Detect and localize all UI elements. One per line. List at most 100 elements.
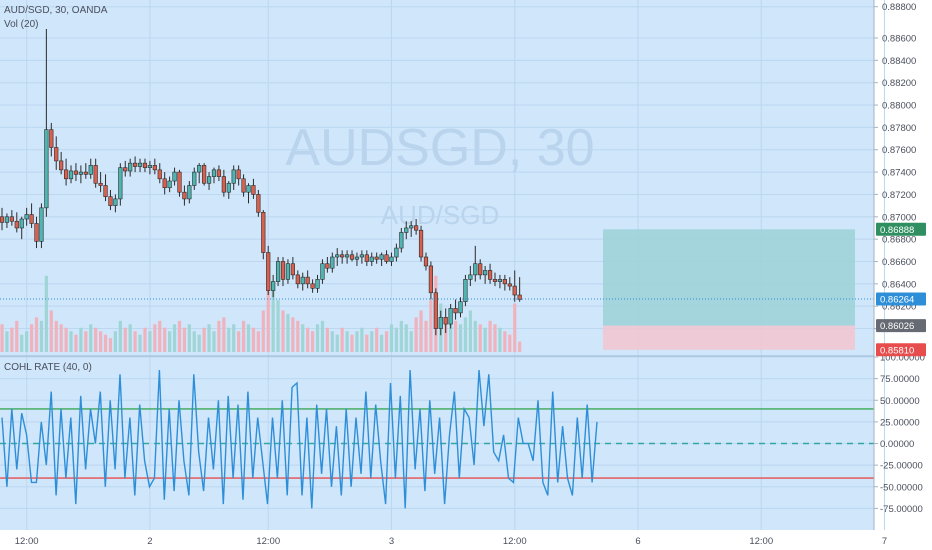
price-axis[interactable]: 0.88800 0.88600 0.88400 0.88200 0.88000 0.878…	[874, 2, 916, 335]
volume-bar	[192, 331, 196, 352]
candle-body	[4, 216, 10, 223]
indicator-axis-label: 50.00000	[880, 396, 920, 407]
candle-body	[478, 263, 483, 276]
price-badges: 0.86888 0.86264 0.86026 0.85810	[876, 222, 926, 357]
indicator-pane	[0, 369, 874, 509]
volume-bar	[389, 324, 394, 352]
candle-body	[487, 270, 493, 280]
price-axis-label: 0.88200	[882, 78, 916, 89]
volume-bar	[108, 338, 113, 352]
candle-body	[428, 265, 434, 294]
price-axis-label: 0.87800	[882, 123, 916, 134]
price-axis-label: 0.87400	[882, 168, 916, 179]
volume-bar	[256, 331, 260, 352]
volume-bar	[375, 327, 379, 352]
volume-bar	[94, 327, 98, 352]
candle-body	[123, 167, 128, 172]
volume-bar	[473, 320, 477, 352]
candle-body	[29, 214, 34, 224]
volume-bar	[365, 334, 369, 352]
candle-body	[335, 254, 340, 258]
volume-bar	[266, 282, 270, 352]
candle-body	[261, 212, 266, 253]
volume-bar	[5, 331, 9, 352]
volume-bar	[414, 317, 418, 352]
candle-body	[349, 254, 355, 260]
volume-bar	[315, 324, 320, 352]
time-axis-label: 3	[389, 536, 394, 547]
time-axis[interactable]: 12:00 2 12:00 3 12:00 6 12:00 7	[15, 536, 887, 547]
candle-body	[443, 317, 448, 325]
candle-body	[103, 185, 108, 197]
stop-price-badge	[876, 343, 926, 357]
candle-body	[364, 254, 369, 262]
volume-bar	[320, 320, 325, 352]
volume-bar	[187, 324, 191, 352]
volume-bar	[330, 331, 334, 352]
candle-body	[192, 171, 197, 186]
candle-body	[305, 276, 310, 285]
candle-body	[241, 178, 246, 193]
target-price-badge	[876, 222, 926, 236]
volume-bar	[384, 331, 389, 352]
volume-bar	[399, 320, 403, 352]
volume-bar	[508, 334, 512, 352]
entry-price-badge	[876, 319, 926, 333]
volume-bar	[222, 317, 226, 352]
candle-body	[310, 283, 315, 289]
candle-body	[256, 194, 261, 213]
volume-bar	[325, 327, 329, 352]
grid	[0, 0, 885, 530]
volume-label: Vol (20)	[4, 19, 38, 30]
volume-bar	[513, 303, 517, 352]
volume-bar	[177, 320, 182, 352]
position-zones[interactable]	[603, 229, 855, 350]
volume-bar	[444, 317, 448, 352]
volume-bar	[84, 331, 88, 352]
candle-body	[438, 317, 443, 329]
candle-body	[118, 167, 123, 200]
watermark: AUDSGD, 30 AUD/SGD	[285, 119, 594, 230]
volume-bar	[207, 324, 211, 352]
candle-body	[512, 285, 517, 296]
candle-body	[19, 218, 24, 229]
candle-body	[315, 279, 320, 289]
volume-bar	[449, 313, 453, 352]
volume-bar	[241, 320, 246, 352]
volume-bar	[202, 327, 206, 352]
volume-bar	[227, 327, 231, 352]
volume-bar	[306, 327, 310, 352]
volume-bar	[310, 331, 315, 352]
candle-body	[497, 279, 503, 282]
volume-bar	[99, 331, 103, 352]
candle-body	[226, 182, 231, 193]
volume-bar	[59, 324, 63, 352]
volume-bar	[44, 275, 48, 352]
candle-body	[108, 196, 113, 206]
candle-body	[290, 263, 295, 276]
stop-loss-zone[interactable]	[603, 325, 855, 350]
volume-bar	[246, 324, 251, 352]
volume-bar	[286, 313, 290, 352]
volume-bar	[498, 327, 502, 352]
volume-bar	[79, 327, 83, 352]
time-axis-label: 12:00	[749, 536, 773, 547]
volume-bar	[172, 324, 177, 352]
candle-body	[433, 292, 438, 329]
take-profit-zone[interactable]	[603, 229, 855, 326]
volume-bar	[335, 334, 339, 352]
volume-bar	[355, 331, 359, 352]
candle-body	[266, 252, 271, 291]
volume-bar	[453, 320, 458, 352]
volume-bar	[271, 289, 275, 352]
volume-bar	[478, 324, 482, 352]
indicator-axis[interactable]: 100.00000 75.00000 50.00000 25.00000 0.00000…	[874, 353, 925, 515]
volume-bar	[39, 320, 44, 352]
candle-body	[177, 171, 182, 193]
candle-body	[271, 281, 276, 291]
candle-body	[473, 263, 478, 276]
volume-bar	[138, 334, 142, 352]
candle-body	[68, 170, 74, 180]
